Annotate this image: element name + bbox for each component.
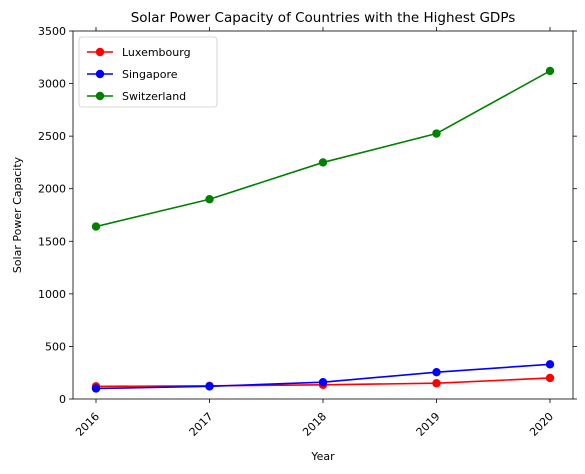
legend: Luxembourg Singapore Switzerland xyxy=(79,37,217,107)
data-point xyxy=(546,360,554,368)
series-layer xyxy=(92,67,554,393)
x-tick-label: 2017 xyxy=(187,410,216,439)
legend-marker xyxy=(96,48,104,56)
y-tick-label: 0 xyxy=(59,393,66,406)
data-point xyxy=(319,158,327,166)
x-axis-label: Year xyxy=(310,450,335,463)
y-axis-label: Solar Power Capacity xyxy=(11,156,24,273)
legend-marker xyxy=(96,70,104,78)
data-point xyxy=(432,379,440,387)
data-point xyxy=(432,129,440,137)
y-tick-label: 500 xyxy=(45,340,66,353)
y-tick-label: 3500 xyxy=(38,25,66,38)
x-tick-label: 2016 xyxy=(73,410,102,439)
y-tick-label: 2500 xyxy=(38,130,66,143)
legend-label: Switzerland xyxy=(122,90,186,103)
legend-marker xyxy=(96,92,104,100)
x-tick-label: 2018 xyxy=(300,410,329,439)
y-tick-label: 2000 xyxy=(38,183,66,196)
chart-title: Solar Power Capacity of Countries with t… xyxy=(131,10,516,26)
data-point xyxy=(205,195,213,203)
data-point xyxy=(319,378,327,386)
x-tick-label: 2019 xyxy=(414,410,443,439)
y-tick-label: 3000 xyxy=(38,78,66,91)
data-point xyxy=(205,382,213,390)
data-point xyxy=(432,368,440,376)
legend-label: Luxembourg xyxy=(122,46,191,59)
data-point xyxy=(92,384,100,392)
x-tick-label: 2020 xyxy=(527,410,556,439)
data-point xyxy=(546,67,554,75)
y-tick-label: 1000 xyxy=(38,288,66,301)
data-point xyxy=(546,374,554,382)
data-point xyxy=(92,222,100,230)
y-tick-label: 1500 xyxy=(38,235,66,248)
legend-label: Singapore xyxy=(122,68,178,81)
